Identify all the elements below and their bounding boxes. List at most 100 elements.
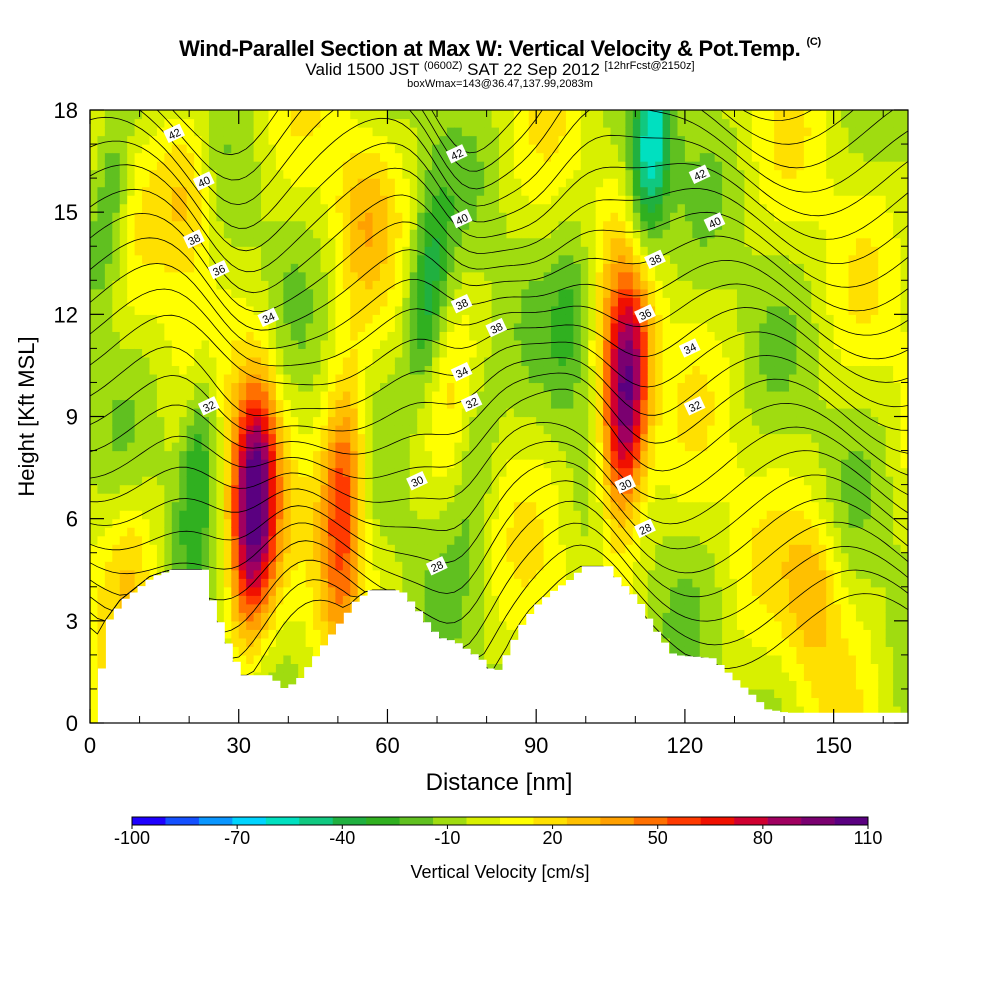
heatmap-cell	[156, 501, 165, 511]
heatmap-cell	[194, 552, 203, 562]
heatmap-cell	[186, 152, 195, 162]
heatmap-cell	[261, 663, 270, 673]
heatmap-cell	[446, 561, 455, 571]
heatmap-cell	[484, 212, 493, 222]
heatmap-cell	[372, 178, 381, 188]
heatmap-cell	[171, 203, 180, 213]
heatmap-cell	[246, 263, 255, 273]
heatmap-cell	[246, 297, 255, 307]
heatmap-cell	[543, 442, 552, 452]
heatmap-cell	[365, 152, 374, 162]
heatmap-cell	[491, 212, 500, 222]
heatmap-cell	[275, 144, 284, 154]
heatmap-cell	[499, 118, 508, 128]
heatmap-cell	[283, 578, 292, 588]
heatmap-cell	[104, 603, 113, 613]
heatmap-cell	[357, 348, 366, 358]
heatmap-cell	[231, 595, 240, 605]
heatmap-cell	[171, 510, 180, 520]
heatmap-cell	[112, 271, 121, 281]
heatmap-cell	[320, 356, 329, 367]
heatmap-cell	[446, 195, 455, 205]
heatmap-cell	[261, 620, 270, 630]
heatmap-cell	[439, 110, 448, 120]
heatmap-cell	[171, 169, 180, 179]
heatmap-cell	[134, 510, 143, 520]
heatmap-cell	[484, 646, 493, 656]
heatmap-cell	[513, 263, 522, 273]
heatmap-cell	[521, 467, 530, 477]
heatmap-cell	[142, 263, 151, 273]
heatmap-cell	[506, 195, 515, 205]
heatmap-cell	[402, 561, 411, 571]
heatmap-cell	[521, 169, 530, 179]
heatmap-cell	[327, 305, 336, 315]
heatmap-cell	[528, 220, 537, 230]
heatmap-cell	[156, 416, 165, 426]
heatmap-cell	[127, 339, 136, 349]
heatmap-cell	[446, 578, 455, 588]
heatmap-cell	[439, 586, 448, 596]
heatmap-cell	[342, 501, 351, 511]
heatmap-cell	[238, 654, 247, 664]
heatmap-cell	[528, 135, 537, 145]
heatmap-cell	[246, 399, 255, 409]
heatmap-cell	[409, 135, 418, 145]
heatmap-cell	[595, 271, 604, 281]
heatmap-cell	[528, 407, 537, 418]
heatmap-cell	[365, 127, 374, 137]
heatmap-cell	[179, 459, 188, 469]
heatmap-cell	[320, 161, 329, 171]
heatmap-cell	[580, 178, 589, 188]
heatmap-cell	[119, 161, 128, 171]
heatmap-cell	[565, 518, 574, 528]
heatmap-cell	[439, 603, 448, 613]
heatmap-cell	[134, 484, 143, 494]
heatmap-cell	[313, 254, 322, 264]
heatmap-cell	[432, 237, 441, 247]
heatmap-cell	[104, 144, 113, 154]
heatmap-cell	[461, 195, 470, 205]
heatmap-cell	[149, 212, 158, 222]
heatmap-cell	[119, 382, 128, 392]
heatmap-cell	[201, 144, 210, 154]
heatmap-cell	[134, 433, 143, 443]
heatmap-cell	[290, 169, 299, 179]
heatmap-cell	[164, 322, 173, 332]
heatmap-cell	[573, 501, 582, 511]
heatmap-cell	[469, 595, 478, 605]
heatmap-cell	[327, 348, 336, 358]
heatmap-cell	[528, 288, 537, 298]
heatmap-cell	[409, 322, 418, 332]
heatmap-cell	[253, 152, 262, 162]
heatmap-cell	[588, 518, 597, 528]
heatmap-cell	[417, 118, 426, 128]
heatmap-cell	[521, 127, 530, 137]
heatmap-cell	[186, 356, 195, 367]
heatmap-cell	[409, 348, 418, 358]
heatmap-cell	[127, 348, 136, 358]
heatmap-cell	[104, 527, 113, 537]
heatmap-cell	[261, 195, 270, 205]
heatmap-cell	[201, 527, 210, 537]
heatmap-cell	[446, 220, 455, 230]
heatmap-cell	[238, 237, 247, 247]
heatmap-cell	[446, 348, 455, 358]
heatmap-cell	[439, 237, 448, 247]
heatmap-cell	[350, 314, 359, 324]
heatmap-cell	[313, 195, 322, 205]
heatmap-cell	[216, 552, 225, 562]
heatmap-cell	[506, 425, 515, 435]
heatmap-cell	[432, 280, 441, 290]
heatmap-cell	[424, 612, 433, 622]
heatmap-cell	[275, 425, 284, 435]
heatmap-cell	[543, 118, 552, 128]
heatmap-cell	[543, 459, 552, 469]
heatmap-cell	[424, 501, 433, 511]
heatmap-cell	[342, 144, 351, 154]
heatmap-cell	[208, 552, 218, 562]
heatmap-cell	[432, 373, 441, 384]
heatmap-cell	[134, 314, 143, 324]
heatmap-cell	[290, 425, 299, 435]
heatmap-cell	[350, 586, 359, 596]
